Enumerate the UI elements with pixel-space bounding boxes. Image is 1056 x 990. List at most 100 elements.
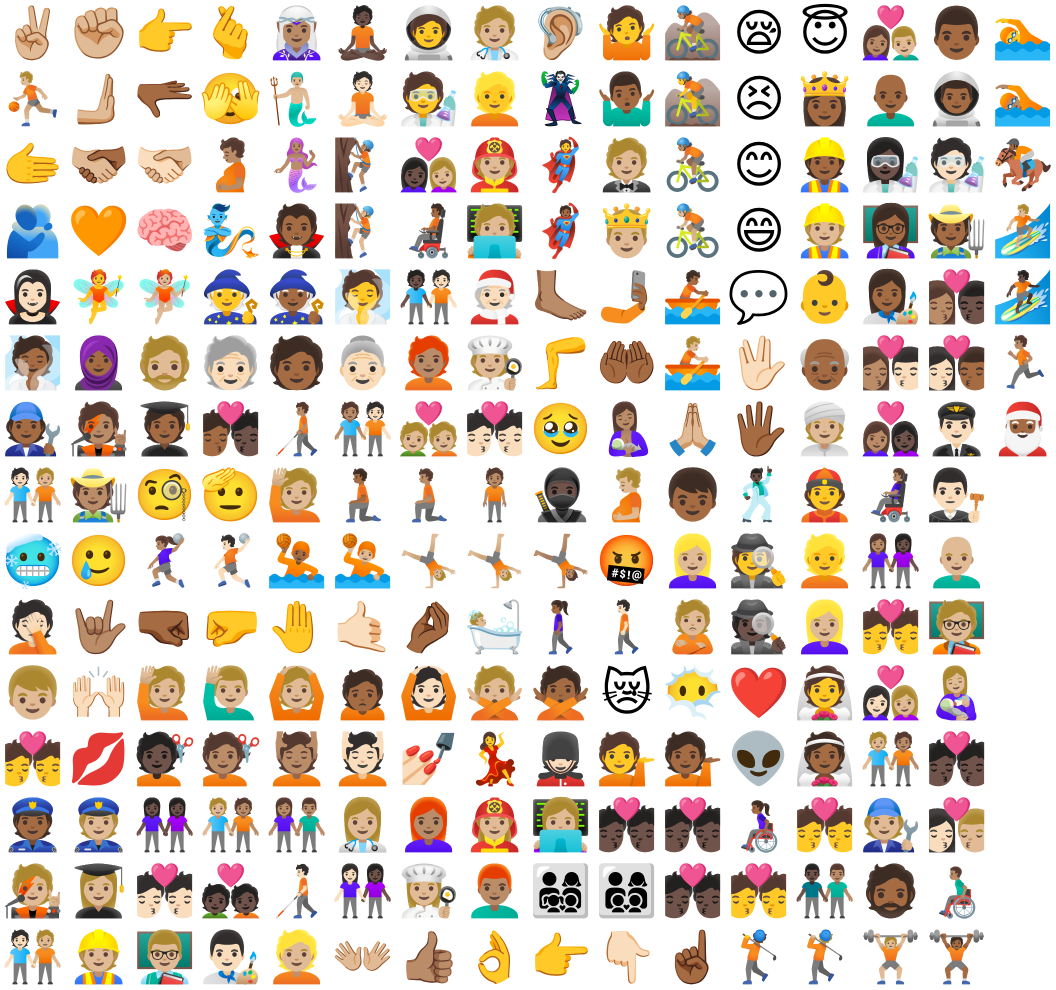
emoji-cell: 🤴🏼 xyxy=(594,198,660,264)
emoji-glyph: 👳🏼 xyxy=(793,400,857,458)
emoji-glyph: 🏇🏾 xyxy=(991,136,1055,194)
emoji-glyph: 🏄🏼 xyxy=(991,202,1055,260)
emoji-glyph: 🫣 xyxy=(199,70,263,128)
emoji-cell: 🧔🏼 xyxy=(132,330,198,396)
emoji-glyph: 🙌🏻 xyxy=(67,664,131,722)
emoji-glyph: 🎅🏾 xyxy=(991,400,1055,458)
emoji-glyph: 🧙🏾 xyxy=(265,268,329,326)
emoji-cell: 🙏🏼 xyxy=(660,396,726,462)
emoji-cell: 🧞 xyxy=(198,198,264,264)
emoji-glyph: 🧑🏻‍🤝‍🧑🏼 xyxy=(1,466,65,524)
emoji-cell: 🙆🏼 xyxy=(264,660,330,726)
emoji-glyph: 🧑🏿‍🤝‍🧑🏻 xyxy=(397,268,461,326)
emoji-glyph: 💆🏻 xyxy=(331,730,395,788)
emoji-glyph: 👩🏼‍💻 xyxy=(529,796,593,854)
emoji-cell: 👸🏾 xyxy=(792,66,858,132)
emoji-cell: 🧑‍🔬 xyxy=(396,66,462,132)
emoji-cell: 🧑🏾‍🦼 xyxy=(396,198,462,264)
emoji-cell: 😄 xyxy=(726,198,792,264)
emoji-cell: 💏🏻 xyxy=(132,858,198,924)
emoji-glyph: 🥹 xyxy=(529,400,593,458)
emoji-glyph: 👨🏼‍🏫 xyxy=(133,928,197,986)
emoji-glyph: 🧛🏾 xyxy=(265,202,329,260)
emoji-cell: 👨🏾‍🚀 xyxy=(924,66,990,132)
emoji-cell: 🎅🏾 xyxy=(990,396,1056,462)
emoji-glyph: 🤵🏼 xyxy=(595,136,659,194)
emoji-cell: 👩🏽‍❤️‍💋‍👨🏻 xyxy=(858,330,924,396)
emoji-glyph: 🏊 xyxy=(991,4,1055,62)
emoji-glyph: 🧑🏼‍🤝‍🧑🏽 xyxy=(859,730,923,788)
emoji-glyph: ✌🏼 xyxy=(1,4,65,62)
emoji-cell: 👩🏿‍❤️‍👩🏼 xyxy=(396,132,462,198)
emoji-glyph: 🚣🏼 xyxy=(661,334,725,392)
emoji-glyph: 💅🏻 xyxy=(397,730,461,788)
emoji-cell: 🤸🏼 xyxy=(462,528,528,594)
emoji-glyph: 🤷🏾‍♂️ xyxy=(595,70,659,128)
emoji-cell: 🧗🏼 xyxy=(330,198,396,264)
emoji-glyph: 🧓🏻 xyxy=(199,334,263,392)
emoji-glyph: 🦶🏽 xyxy=(529,268,593,326)
emoji-glyph: 🫡 xyxy=(199,466,263,524)
emoji-glyph: 👫🏽 xyxy=(265,796,329,854)
emoji-glyph: 🤙🏻 xyxy=(331,598,395,656)
emoji-glyph: 👮🏼 xyxy=(67,796,131,854)
emoji-glyph: 💏🏻 xyxy=(133,862,197,920)
emoji-glyph: 👷🏼 xyxy=(67,928,131,986)
emoji-glyph: 👍🏽 xyxy=(397,928,461,986)
emoji-glyph: 🧜🏼‍♂️ xyxy=(265,70,329,128)
emoji-glyph: 🏄🏿 xyxy=(991,268,1055,326)
emoji-cell: 👩🏼‍🍳 xyxy=(396,858,462,924)
emoji-glyph: 🫱🏼‍🫲🏾 xyxy=(67,136,131,194)
emoji-glyph: 👩🏼‍🍳 xyxy=(397,862,461,920)
emoji-glyph: 👩🏾‍🎨 xyxy=(859,268,923,326)
emoji-glyph: 👷🏾 xyxy=(793,136,857,194)
emoji-glyph: 👩🏼‍🎓 xyxy=(67,862,131,920)
emoji-cell: 👇🏻 xyxy=(594,924,660,990)
emoji-cell: 🖐🏾 xyxy=(726,396,792,462)
emoji-cell: 🤟🏽 xyxy=(66,594,132,660)
emoji-cell: 🫄🏼 xyxy=(594,462,660,528)
emoji-glyph: 🧑🏽‍🤝‍🧑🏻 xyxy=(331,400,395,458)
emoji-cell xyxy=(990,462,1056,528)
emoji-cell: 🚴🏽 xyxy=(660,132,726,198)
emoji-cell: 🧑🏼‍🔧 xyxy=(858,792,924,858)
emoji-glyph: 🥶 xyxy=(1,532,65,590)
emoji-glyph: 🥲 xyxy=(67,532,131,590)
emoji-glyph: 💏 xyxy=(859,598,923,656)
emoji-glyph: 🧡 xyxy=(67,202,131,260)
emoji-glyph: 🏋🏼 xyxy=(859,928,923,986)
emoji-glyph: 👩🏽‍🦼 xyxy=(859,466,923,524)
emoji-cell: 👫🏽 xyxy=(264,792,330,858)
emoji-glyph: 🚴🏽 xyxy=(661,136,725,194)
emoji-glyph: 👩🏼‍🚒 xyxy=(463,796,527,854)
emoji-glyph: 🤽🏼 xyxy=(331,532,395,590)
emoji-glyph: 👩🏽‍❤️‍👨🏼 xyxy=(859,4,923,62)
emoji-glyph: 🦵 xyxy=(529,334,593,392)
emoji-cell: 👷🏼 xyxy=(792,198,858,264)
emoji-glyph: 🧑🏼‍🍳 xyxy=(463,334,527,392)
emoji-glyph: 🕵🏿 xyxy=(727,598,791,656)
emoji-glyph: 🧑🏽‍🎤 xyxy=(67,400,131,458)
emoji-cell: 👨🏻‍🎨 xyxy=(198,924,264,990)
emoji-cell: 👩🏻‍❤️‍💋‍👨🏼 xyxy=(924,792,990,858)
emoji-glyph: 🏃🏽 xyxy=(991,334,1055,392)
emoji-cell: 💆🏻 xyxy=(330,726,396,792)
emoji-glyph: 🫳🏾 xyxy=(133,70,197,128)
emoji-cell: 🧑🏼‍🍳 xyxy=(462,330,528,396)
emoji-cell: 👵🏻 xyxy=(330,330,396,396)
emoji-glyph: 🧑🏾‍🌾 xyxy=(925,202,989,260)
emoji-glyph: 💏 xyxy=(1,730,65,788)
emoji-cell: 🤽🏼 xyxy=(330,528,396,594)
emoji-cell: 🤚 xyxy=(264,594,330,660)
emoji-glyph: 👸🏾 xyxy=(793,70,857,128)
emoji-cell: 🧑🏼‍🚒 xyxy=(462,132,528,198)
emoji-glyph: 🧑🏽‍🦰 xyxy=(397,334,461,392)
emoji-cell: 🧎🏽 xyxy=(396,462,462,528)
emoji-cell: 💁 xyxy=(594,726,660,792)
emoji-glyph: 🧗🏽 xyxy=(331,136,395,194)
emoji-glyph: 😶‍🌫️ xyxy=(661,664,725,722)
emoji-cell: 🧑🏿‍🤝‍🧑🏻 xyxy=(396,264,462,330)
emoji-cell: 🦹 xyxy=(528,66,594,132)
emoji-cell: 🫱🏼‍🫲🏾 xyxy=(66,132,132,198)
emoji-cell: 🧑🏻‍🤝‍🧑🏼 xyxy=(0,924,66,990)
